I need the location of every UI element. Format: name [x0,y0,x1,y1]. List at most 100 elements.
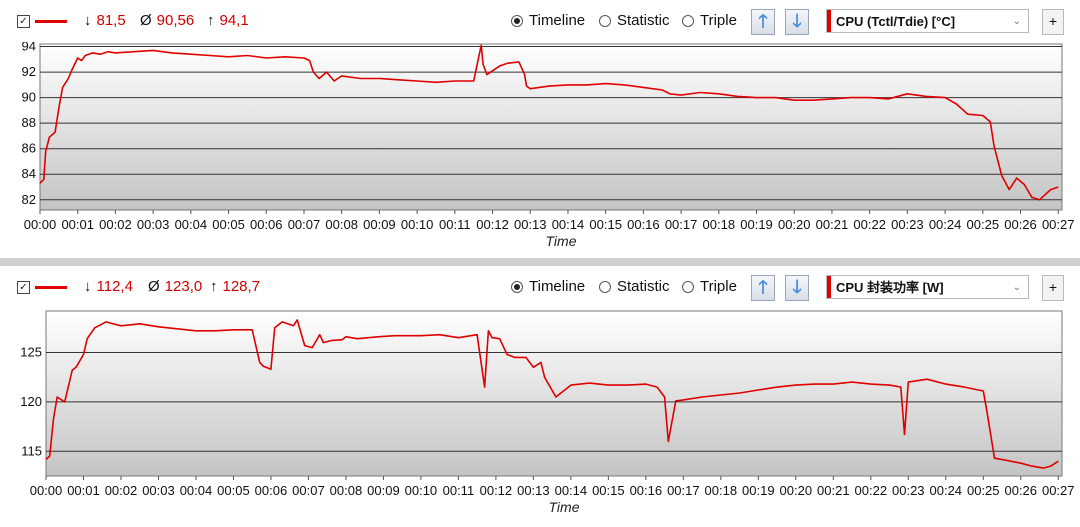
x-tick-label: 00:25 [967,483,1000,498]
min-stat: ↓ 81,5 [84,12,126,29]
move-up-button[interactable]: 🡑 [751,9,775,35]
x-tick-label: 00:03 [142,483,175,498]
mode-label: Statistic [617,278,670,295]
mode-label: Triple [700,12,737,29]
max-value: 94,1 [219,12,249,29]
avg-value: 90,56 [156,12,195,29]
power-panel: ✓ ↓ 112,4 Ø 123,0 ↑ 128,7 Timeline Stati… [0,266,1080,527]
temperature-panel: ✓ ↓ 81,5 Ø 90,56 ↑ 94,1 Timeline Statist… [0,0,1080,258]
y-tick-label: 82 [22,192,36,207]
min-arrow-icon: ↓ [84,12,92,29]
x-tick-label: 00:15 [589,217,622,232]
x-tick-label: 00:19 [742,483,775,498]
avg-stat: Ø 123,0 [148,278,202,295]
sensor-dropdown[interactable]: CPU 封装功率 [W] ⌄ [826,275,1029,299]
x-tick-label: 00:23 [891,217,924,232]
mode-statistic-radio[interactable]: Statistic [599,12,670,29]
down-arrow-icon: 🡓 [792,277,802,297]
checkbox-check-icon: ✓ [17,15,30,28]
min-stat: ↓ 112,4 [84,278,133,295]
down-arrow-icon: 🡓 [792,11,802,31]
radio-selected-icon [511,14,523,27]
move-down-button[interactable]: 🡓 [785,9,809,35]
x-tick-label: 00:02 [105,483,138,498]
mode-timeline-radio[interactable]: Timeline [511,12,585,29]
x-tick-label: 00:08 [330,483,363,498]
x-tick-label: 00:22 [855,483,888,498]
x-tick-label: 00:18 [703,217,736,232]
x-tick-label: 00:10 [401,217,434,232]
sensor-label: CPU (Tctl/Tdie) [°C] [836,14,956,29]
max-stat: ↑ 94,1 [207,12,249,29]
up-arrow-icon: 🡑 [758,277,768,297]
mode-label: Triple [700,278,737,295]
power-chart: 115 120 125 00:00 00:01 00:02 00:03 00:04 00:05 0… [20,310,1075,515]
up-arrow-icon: 🡑 [758,11,768,31]
min-arrow-icon: ↓ [84,278,92,295]
x-tick-label: 00:16 [630,483,663,498]
mode-label: Timeline [529,12,586,29]
panel-divider[interactable] [0,258,1080,266]
x-tick-label: 00:05 [217,483,250,498]
x-tick-label: 00:11 [439,217,471,232]
mode-label: Statistic [617,12,670,29]
x-tick-label: 00:12 [480,483,513,498]
radio-selected-icon [511,280,523,293]
y-tick-label: 92 [22,64,36,79]
series-legend-line [35,20,67,23]
y-tick-label: 84 [22,166,36,181]
x-tick-label: 00:18 [705,483,738,498]
x-tick-label: 00:24 [930,483,963,498]
move-up-button[interactable]: 🡑 [751,275,775,301]
sensor-dropdown[interactable]: CPU (Tctl/Tdie) [°C] ⌄ [826,9,1029,33]
y-tick-label: 86 [22,141,36,156]
chevron-down-icon: ⌄ [1012,282,1021,293]
x-tick-label: 00:17 [665,217,698,232]
mode-triple-radio[interactable]: Triple [682,12,737,29]
mode-statistic-radio[interactable]: Statistic [599,278,670,295]
x-tick-label: 00:26 [1004,217,1037,232]
radio-unselected-icon [599,14,611,27]
x-tick-label: 00:16 [627,217,660,232]
radio-unselected-icon [599,280,611,293]
x-tick-label: 00:19 [740,217,773,232]
x-tick-label: 00:27 [1042,217,1075,232]
add-chart-button[interactable]: + [1042,275,1064,301]
temperature-chart: 82 84 86 88 90 92 94 00:00 00:01 00:02 00:03 00:04 0… [22,42,1075,249]
panel-toolbar: ✓ ↓ 112,4 Ø 123,0 ↑ 128,7 Timeline Stati… [0,266,1080,308]
x-tick-label: 00:14 [555,483,588,498]
x-tick-label: 00:03 [137,217,170,232]
x-tick-label: 00:13 [517,483,550,498]
x-tick-label: 00:07 [288,217,321,232]
x-tick-label: 00:10 [405,483,438,498]
x-tick-label: 00:13 [514,217,547,232]
x-tick-label: 00:21 [816,217,849,232]
sensor-color-bar [827,276,831,298]
x-tick-label: 00:04 [175,217,208,232]
avg-symbol-icon: Ø [148,278,160,295]
y-tick-label: 120 [20,394,42,409]
x-tick-label: 00:24 [929,217,962,232]
series-visibility-checkbox[interactable]: ✓ [17,15,30,28]
mode-triple-radio[interactable]: Triple [682,278,737,295]
x-tick-label: 00:09 [367,483,400,498]
y-tick-label: 94 [22,42,36,54]
x-tick-label: 00:26 [1004,483,1037,498]
x-tick-label: 00:00 [24,217,57,232]
max-arrow-icon: ↑ [207,12,215,29]
y-tick-label: 125 [20,344,42,359]
x-tick-label: 00:20 [780,483,813,498]
radio-unselected-icon [682,280,694,293]
add-chart-button[interactable]: + [1042,9,1064,35]
x-tick-label: 00:12 [476,217,509,232]
series-visibility-checkbox[interactable]: ✓ [17,281,30,294]
move-down-button[interactable]: 🡓 [785,275,809,301]
x-tick-label: 00:02 [99,217,132,232]
chevron-down-icon: ⌄ [1012,16,1021,27]
checkbox-check-icon: ✓ [17,281,30,294]
x-axis-label: Time [549,499,580,515]
mode-timeline-radio[interactable]: Timeline [511,278,585,295]
plus-icon: + [1048,279,1058,295]
panel-toolbar: ✓ ↓ 81,5 Ø 90,56 ↑ 94,1 Timeline Statist… [0,0,1080,42]
plus-icon: + [1048,13,1058,29]
